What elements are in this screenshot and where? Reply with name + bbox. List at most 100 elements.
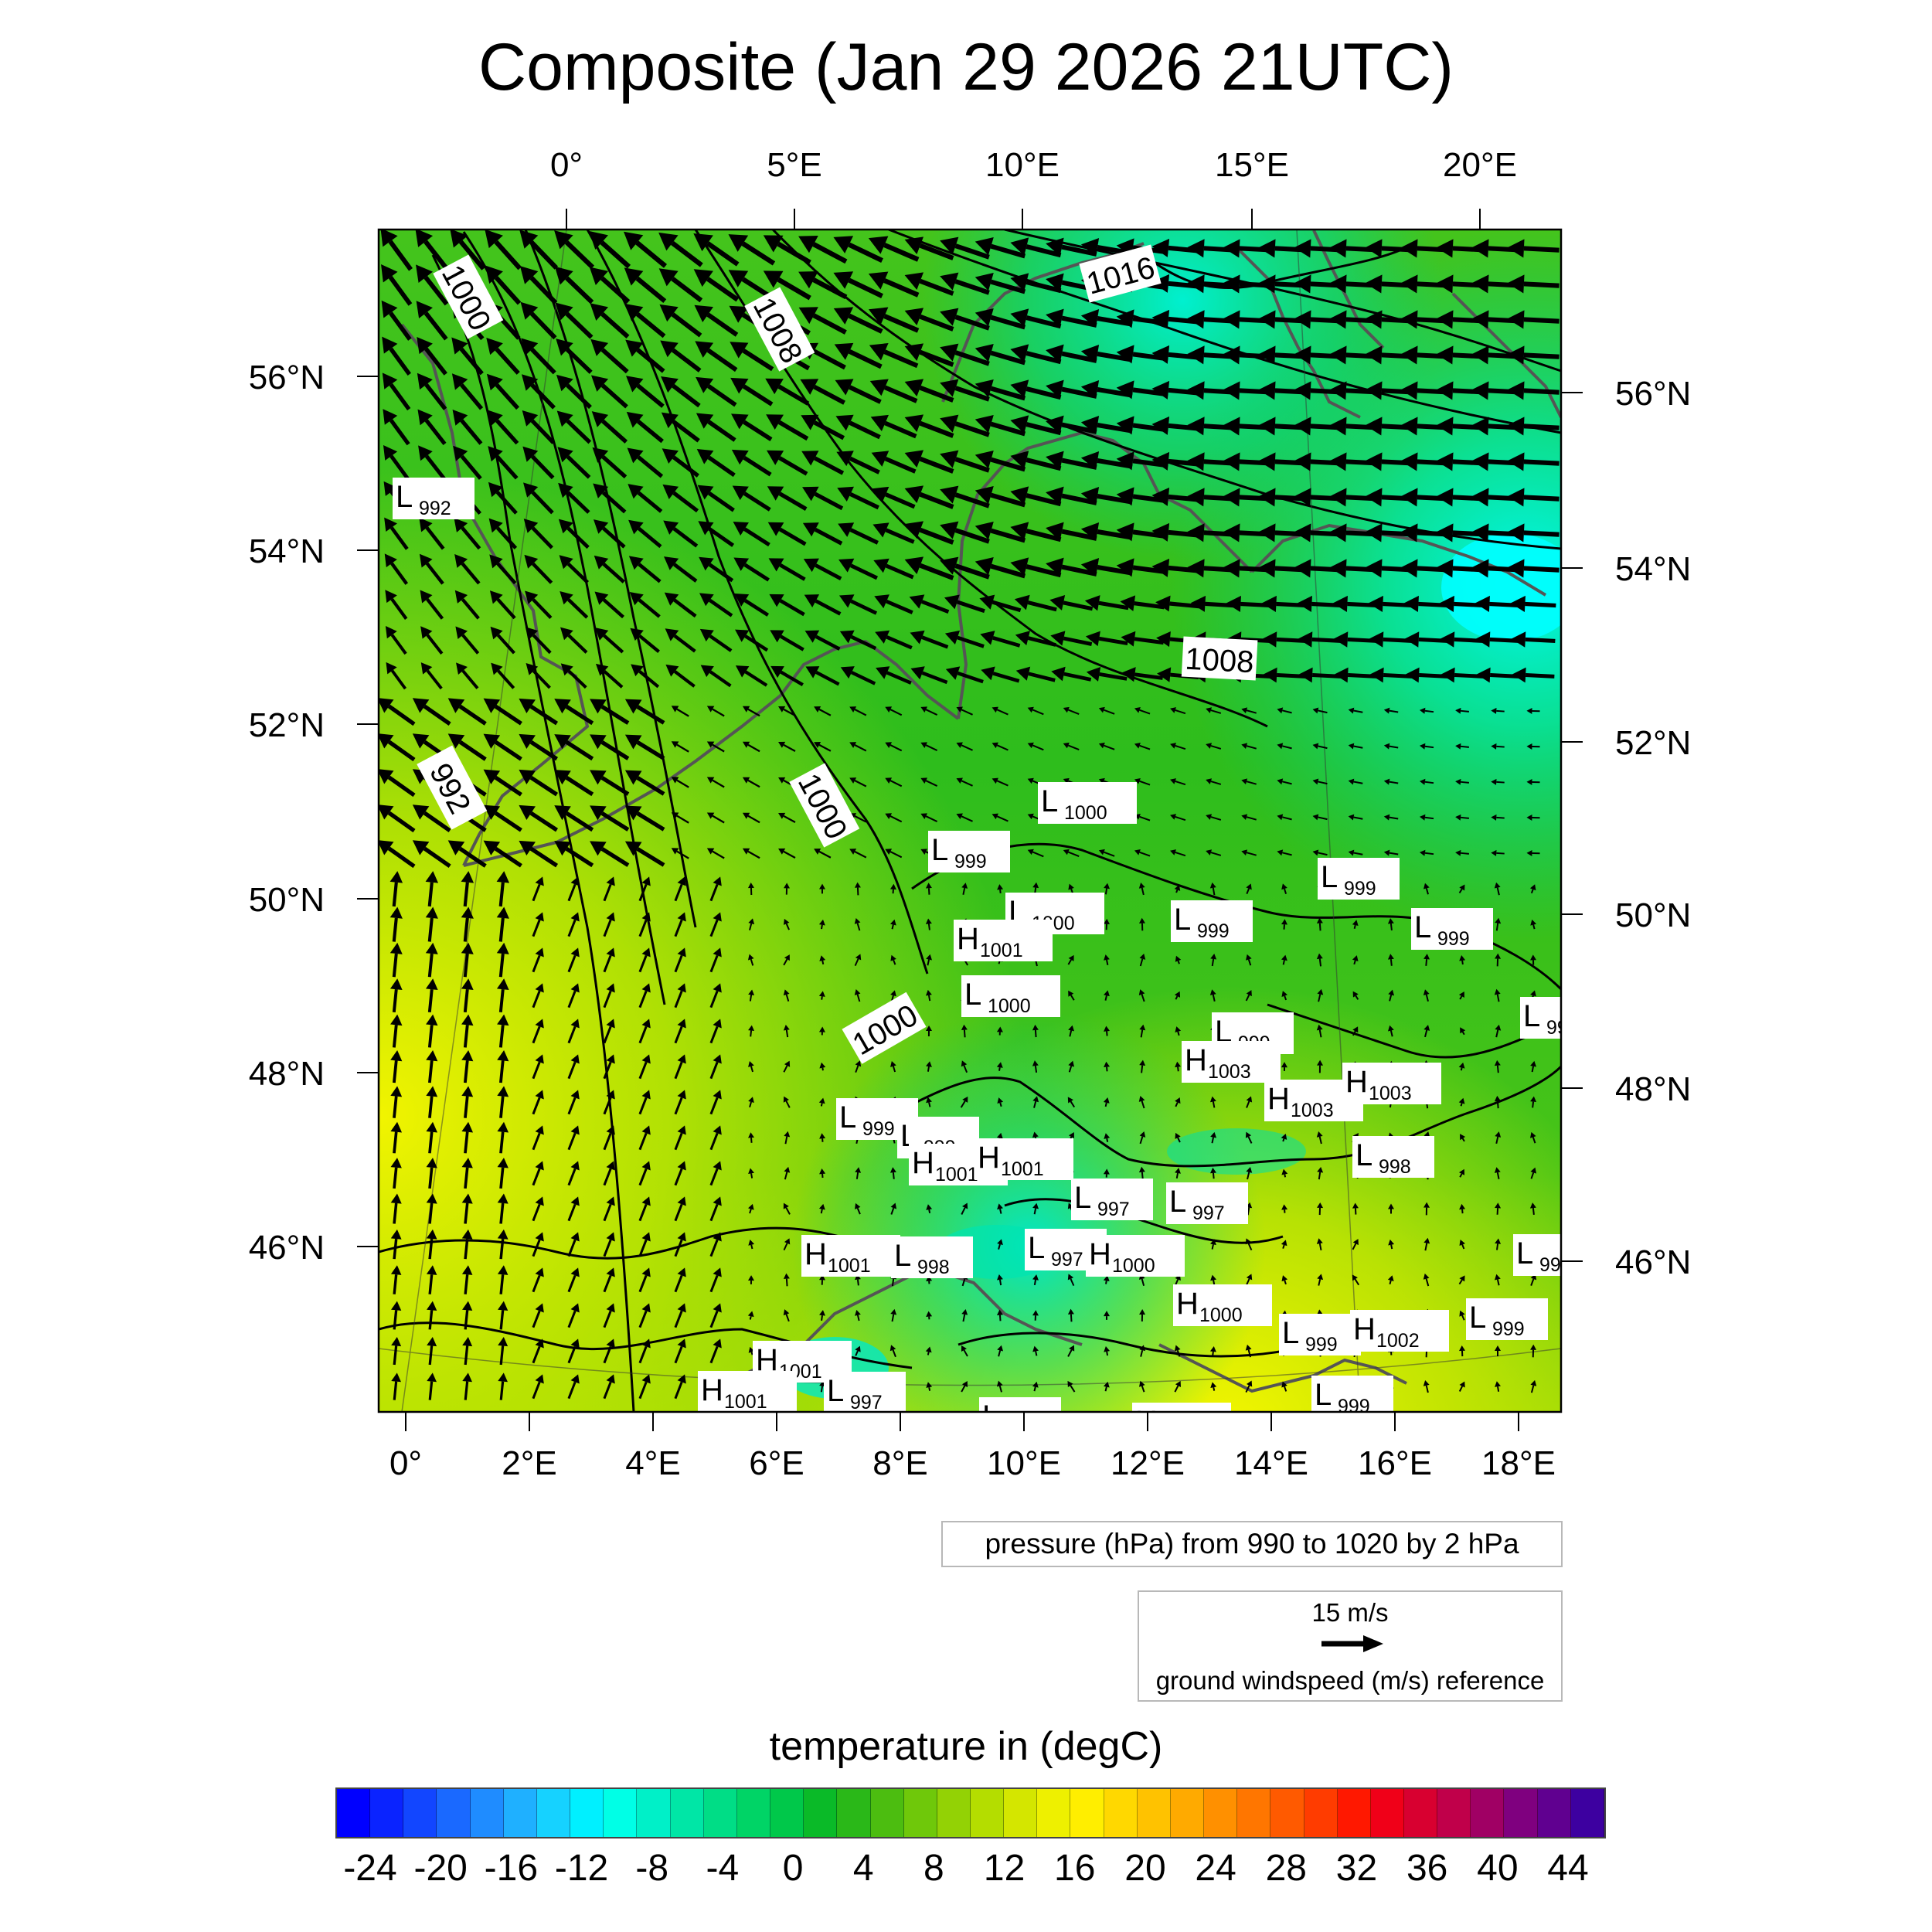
high-pressure-marker: H 1002 bbox=[1350, 1310, 1449, 1352]
colorbar-swatch bbox=[1237, 1789, 1271, 1837]
colorbar-swatch bbox=[470, 1789, 504, 1837]
svg-text:999: 999 bbox=[1492, 1318, 1525, 1340]
top-lon-label: 20°E bbox=[1443, 146, 1517, 184]
svg-text:999: 999 bbox=[1197, 920, 1230, 942]
low-pressure-marker: L 999 bbox=[1513, 1234, 1572, 1276]
pressure-contour-note: pressure (hPa) from 990 to 1020 by 2 hPa bbox=[941, 1521, 1563, 1567]
colorbar-tick-label: 8 bbox=[923, 1848, 944, 1889]
chart-title: Composite (Jan 29 2026 21UTC) bbox=[478, 30, 1454, 104]
low-pressure-marker: L 999 bbox=[1311, 1376, 1393, 1417]
colorbar-swatch bbox=[637, 1789, 671, 1837]
svg-text:L: L bbox=[1516, 1236, 1533, 1270]
colorbar-swatch bbox=[1137, 1789, 1171, 1837]
colorbar-swatch bbox=[736, 1789, 771, 1837]
colorbar-swatch bbox=[1504, 1789, 1538, 1837]
top-lon-label: 0° bbox=[550, 146, 583, 184]
svg-text:1008: 1008 bbox=[1184, 642, 1254, 680]
svg-text:999: 999 bbox=[862, 1118, 895, 1140]
svg-text:L: L bbox=[964, 978, 981, 1012]
low-pressure-marker: L 997 bbox=[824, 1372, 906, 1412]
colorbar-swatch bbox=[1270, 1789, 1304, 1837]
left-lat-label: 48°N bbox=[249, 1055, 325, 1093]
svg-text:L: L bbox=[1321, 860, 1338, 894]
colorbar-tick-label: -8 bbox=[635, 1848, 669, 1889]
svg-text:1000: 1000 bbox=[1199, 1304, 1243, 1326]
svg-text:H: H bbox=[912, 1146, 934, 1180]
colorbar-swatch bbox=[1537, 1789, 1571, 1837]
svg-text:L: L bbox=[1074, 1181, 1091, 1215]
svg-text:999: 999 bbox=[1005, 1417, 1038, 1439]
colorbar bbox=[335, 1787, 1606, 1838]
svg-text:L: L bbox=[1215, 1015, 1232, 1049]
colorbar-tick-label: -24 bbox=[343, 1848, 397, 1889]
colorbar-swatch bbox=[1370, 1789, 1404, 1837]
colorbar-swatch bbox=[1471, 1789, 1505, 1837]
svg-text:L: L bbox=[1523, 999, 1540, 1033]
high-pressure-marker: H 1003 bbox=[1342, 1063, 1441, 1104]
colorbar-swatch bbox=[1404, 1789, 1438, 1837]
svg-text:H: H bbox=[1353, 1312, 1376, 1346]
left-lat-label: 56°N bbox=[249, 359, 325, 396]
low-pressure-marker: L 999 bbox=[1466, 1298, 1548, 1340]
svg-text:H: H bbox=[978, 1141, 1000, 1175]
right-lat-label: 46°N bbox=[1615, 1243, 1691, 1281]
svg-text:1000: 1000 bbox=[1158, 1423, 1202, 1444]
colorbar-tick-label: 44 bbox=[1547, 1848, 1589, 1889]
axis-ticks bbox=[357, 209, 1583, 1431]
low-pressure-marker: L 999 bbox=[1411, 908, 1493, 950]
low-pressure-marker: L 998 bbox=[891, 1236, 973, 1278]
top-lon-label: 10°E bbox=[985, 146, 1060, 184]
colorbar-swatch bbox=[337, 1789, 371, 1837]
svg-text:L: L bbox=[1174, 903, 1191, 937]
colorbar-swatch bbox=[937, 1789, 971, 1837]
svg-text:H: H bbox=[1089, 1237, 1111, 1271]
svg-text:L: L bbox=[1041, 784, 1058, 818]
colorbar-swatch bbox=[970, 1789, 1005, 1837]
svg-text:L: L bbox=[1315, 1378, 1332, 1412]
bottom-lon-label: 10°E bbox=[987, 1444, 1061, 1482]
low-pressure-marker: L 997 bbox=[1071, 1179, 1153, 1220]
colorbar-swatch bbox=[403, 1789, 437, 1837]
colorbar-tick-label: -16 bbox=[484, 1848, 539, 1889]
colorbar-swatch bbox=[903, 1789, 937, 1837]
svg-text:H: H bbox=[1135, 1405, 1158, 1439]
colorbar-swatch bbox=[604, 1789, 638, 1837]
left-lat-label: 50°N bbox=[249, 881, 325, 919]
high-pressure-marker: H 1003 bbox=[1182, 1041, 1281, 1083]
svg-text:997: 997 bbox=[1051, 1249, 1083, 1270]
colorbar-swatch bbox=[1037, 1789, 1071, 1837]
colorbar-swatch bbox=[370, 1789, 404, 1837]
colorbar-tick-label: 36 bbox=[1406, 1848, 1448, 1889]
svg-text:999: 999 bbox=[1539, 1254, 1572, 1276]
colorbar-swatch bbox=[1204, 1789, 1238, 1837]
svg-text:1001: 1001 bbox=[828, 1255, 871, 1277]
low-pressure-marker: L 1000 bbox=[961, 975, 1060, 1017]
colorbar-tick-label: -12 bbox=[554, 1848, 609, 1889]
colorbar-swatch bbox=[570, 1789, 604, 1837]
svg-text:997: 997 bbox=[1192, 1202, 1225, 1224]
reference-arrow-icon bbox=[1321, 1635, 1383, 1652]
colorbar-title: temperature in (degC) bbox=[769, 1724, 1163, 1769]
high-pressure-marker: H 1001 bbox=[698, 1371, 797, 1413]
colorbar-swatch bbox=[437, 1789, 471, 1837]
right-lat-label: 50°N bbox=[1615, 896, 1691, 934]
svg-text:L: L bbox=[396, 480, 413, 514]
svg-text:1001: 1001 bbox=[724, 1391, 767, 1413]
axis-tick-labels: 0° 5°E 10°E 15°E 20°E0° 2°E 4°E 6°E 8°E 10°E 12°E 1… bbox=[249, 146, 1692, 1482]
svg-text:H: H bbox=[1185, 1043, 1207, 1077]
svg-text:H: H bbox=[1345, 1065, 1368, 1099]
svg-text:H: H bbox=[957, 922, 979, 956]
low-pressure-marker: L 999 bbox=[1279, 1314, 1361, 1355]
svg-text:1001: 1001 bbox=[935, 1164, 978, 1185]
colorbar-swatch bbox=[703, 1789, 737, 1837]
svg-text:L: L bbox=[1282, 1316, 1299, 1350]
low-pressure-marker: L 992 bbox=[393, 478, 474, 519]
svg-text:999: 999 bbox=[1338, 1396, 1370, 1417]
contour-label: 1008 bbox=[1181, 636, 1258, 681]
colorbar-tick-label: 20 bbox=[1124, 1848, 1166, 1889]
colorbar-tick-label: -20 bbox=[413, 1848, 468, 1889]
low-pressure-marker: L 998 bbox=[1352, 1136, 1434, 1178]
right-lat-label: 48°N bbox=[1615, 1070, 1691, 1108]
colorbar-tick-label: 12 bbox=[983, 1848, 1026, 1889]
svg-text:L: L bbox=[1028, 1231, 1045, 1265]
